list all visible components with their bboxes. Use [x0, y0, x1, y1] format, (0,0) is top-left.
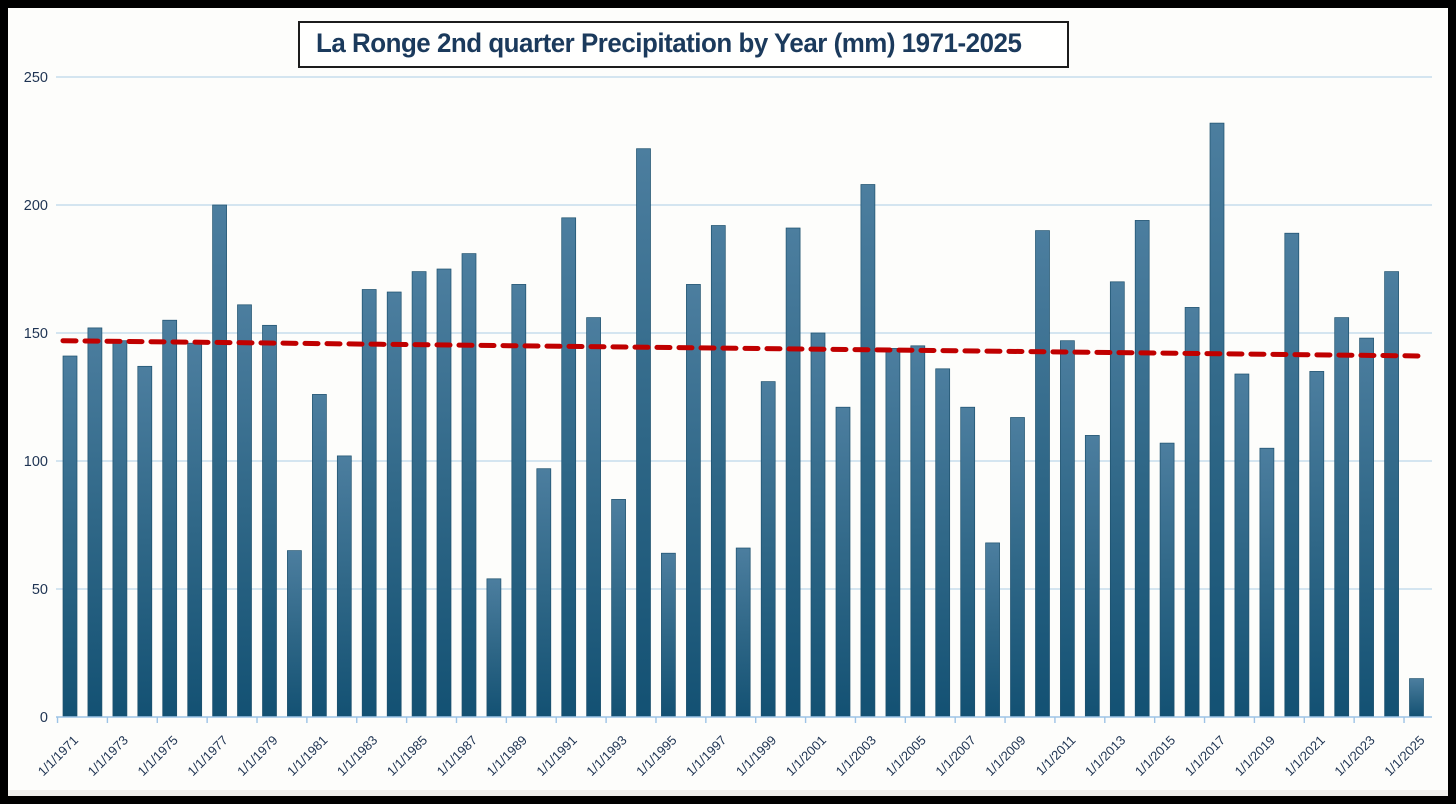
bar-2014 [1134, 220, 1150, 718]
x-axis-label: 1/1/1983 [334, 733, 380, 779]
x-axis-label: 1/1/2009 [982, 733, 1028, 779]
bar-1986 [436, 268, 452, 718]
x-axis-label: 1/1/2015 [1132, 733, 1178, 779]
trendline-dashed [60, 338, 1425, 359]
x-axis-label: 1/1/1993 [583, 733, 629, 779]
bar-2020 [1284, 232, 1300, 718]
bar-2023 [1359, 337, 1374, 718]
bar-2004 [885, 348, 901, 718]
bar-2003 [860, 184, 876, 718]
bar-1995 [661, 552, 676, 718]
x-axis-label: 1/1/1973 [85, 733, 131, 779]
bar-1993 [611, 499, 626, 718]
bar-2025 [1409, 678, 1424, 718]
chart-title: La Ronge 2nd quarter Precipitation by Ye… [316, 28, 1022, 58]
bar-2022 [1334, 317, 1350, 718]
bar-2017 [1209, 122, 1225, 718]
bar-2011 [1060, 340, 1075, 718]
bar-1979 [262, 324, 277, 718]
bar-2009 [1010, 417, 1025, 718]
bar-2006 [935, 368, 951, 718]
y-axis-label: 0 [40, 710, 48, 726]
bar-1976 [187, 342, 203, 718]
bar-1990 [536, 468, 552, 718]
x-axis-label: 1/1/1971 [35, 733, 81, 779]
bar-1972 [87, 327, 103, 718]
x-axis-label: 1/1/1981 [284, 733, 330, 779]
bar-1999 [760, 381, 776, 718]
bar-1983 [361, 289, 377, 718]
bar-1973 [112, 340, 128, 718]
bar-2016 [1184, 307, 1200, 718]
bar-2005 [910, 345, 926, 718]
y-axis-label: 200 [24, 198, 48, 214]
x-axis-label: 1/1/1995 [633, 733, 679, 779]
bar-1978 [237, 304, 252, 718]
x-axis [56, 716, 1432, 723]
x-axis-labels: 1/1/1971 1/1/1973 1/1/1975 1/1/1977 1/1/1979… [35, 733, 1428, 779]
bar-1988 [486, 578, 502, 718]
bar-1992 [586, 317, 601, 718]
bar-1984 [386, 291, 402, 718]
bar-1974 [137, 365, 153, 718]
x-axis-label: 1/1/1989 [484, 733, 530, 779]
y-axis-label: 150 [24, 326, 48, 342]
x-axis-label: 1/1/1977 [184, 733, 230, 779]
bar-1987 [461, 253, 477, 718]
bar-2001 [810, 332, 826, 718]
bars [62, 122, 1424, 718]
bar-2024 [1384, 271, 1399, 718]
x-axis-label: 1/1/2011 [1033, 733, 1079, 779]
gridlines [56, 76, 1432, 590]
x-axis-label: 1/1/2005 [883, 733, 929, 779]
x-axis-label: 1/1/2007 [932, 733, 978, 779]
bar-2015 [1159, 442, 1175, 718]
bar-2007 [960, 406, 976, 718]
x-axis-label: 1/1/2019 [1232, 733, 1278, 779]
bar-1977 [212, 204, 227, 718]
bar-1994 [636, 148, 651, 718]
y-axis-label: 100 [24, 454, 48, 470]
chart-title-box: La Ronge 2nd quarter Precipitation by Ye… [298, 21, 1069, 68]
bar-1989 [511, 284, 527, 718]
x-axis-label: 1/1/2001 [783, 733, 829, 779]
y-axis-label: 50 [32, 582, 48, 598]
bar-1982 [336, 455, 352, 718]
bar-1971 [62, 355, 78, 718]
x-axis-label: 1/1/1987 [434, 733, 480, 779]
bar-2008 [985, 542, 1000, 718]
bar-2000 [785, 227, 801, 718]
x-axis-label: 1/1/1985 [384, 733, 430, 779]
x-axis-label: 1/1/1975 [134, 733, 180, 779]
x-axis-label: 1/1/2025 [1381, 733, 1427, 779]
bar-1985 [411, 271, 427, 718]
bar-2002 [835, 406, 851, 718]
bar-1991 [561, 217, 577, 718]
bar-1981 [312, 394, 327, 718]
x-axis-label: 1/1/1979 [234, 733, 280, 779]
bar-2021 [1309, 371, 1325, 718]
y-axis-label: 250 [24, 70, 48, 86]
bar-2018 [1234, 373, 1250, 718]
bar-2013 [1109, 281, 1125, 718]
x-axis-label: 1/1/2013 [1082, 733, 1128, 779]
bar-1997 [710, 225, 726, 718]
x-axis-label: 1/1/2003 [833, 733, 879, 779]
chart-bottom-strip [8, 790, 1448, 796]
x-axis-label: 1/1/1999 [733, 733, 779, 779]
x-axis-label: 1/1/1991 [533, 733, 579, 779]
bar-2019 [1259, 447, 1275, 718]
bar-2012 [1084, 435, 1100, 718]
x-axis-label: 1/1/2023 [1331, 733, 1377, 779]
bar-1975 [162, 319, 178, 718]
x-axis-label: 1/1/2017 [1182, 733, 1228, 779]
bar-1980 [287, 550, 302, 718]
x-axis-label: 1/1/1997 [683, 733, 729, 779]
bar-1998 [735, 547, 751, 718]
y-axis-labels: 0 50 100 150 200 250 [24, 70, 48, 726]
x-axis-label: 1/1/2021 [1281, 733, 1327, 779]
bar-2010 [1035, 230, 1050, 718]
